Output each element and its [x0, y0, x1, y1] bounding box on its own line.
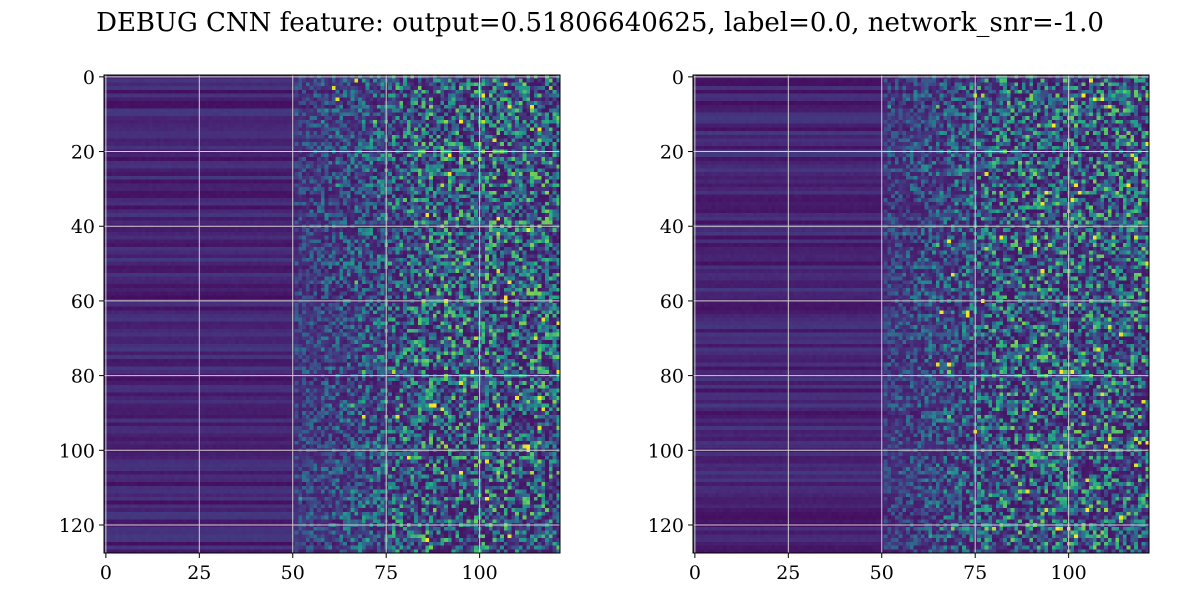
y-tick-label: 20	[660, 142, 684, 164]
x-tick-label: 75	[374, 562, 398, 584]
x-tick-label: 50	[870, 562, 894, 584]
x-tick-label: 0	[689, 562, 701, 584]
x-tick-label: 0	[100, 562, 112, 584]
heatmap-panel-left: 0 25 50 75 100 0 20 40 60 80 100 120	[59, 67, 561, 584]
axes-frame	[692, 74, 1150, 554]
y-tick-label: 40	[660, 216, 684, 238]
y-tick-label: 60	[71, 291, 95, 313]
y-tick-label: 100	[648, 440, 684, 462]
heatmap-panel-right: 0 25 50 75 100 0 20 40 60 80 100 120	[648, 67, 1150, 584]
y-tick-label: 40	[71, 216, 95, 238]
y-tick-label: 80	[660, 366, 684, 388]
x-tick-label: 100	[462, 562, 498, 584]
y-tick-label: 60	[660, 291, 684, 313]
heatmap-image	[693, 75, 1149, 553]
y-tick-label: 80	[71, 366, 95, 388]
x-tick-label: 75	[963, 562, 987, 584]
x-tick-label: 50	[281, 562, 305, 584]
x-tick-label: 100	[1051, 562, 1087, 584]
y-tick-label: 0	[83, 67, 95, 89]
y-tick-label: 100	[59, 440, 95, 462]
y-tick-label: 120	[59, 515, 95, 537]
y-tick-label: 0	[672, 67, 684, 89]
axes-frame	[103, 74, 561, 554]
heatmap-image	[104, 75, 560, 553]
y-tick-label: 120	[648, 515, 684, 537]
y-tick-label: 20	[71, 142, 95, 164]
x-tick-label: 25	[187, 562, 211, 584]
x-tick-label: 25	[776, 562, 800, 584]
figure-title: DEBUG CNN feature: output=0.51806640625,…	[96, 8, 1104, 38]
